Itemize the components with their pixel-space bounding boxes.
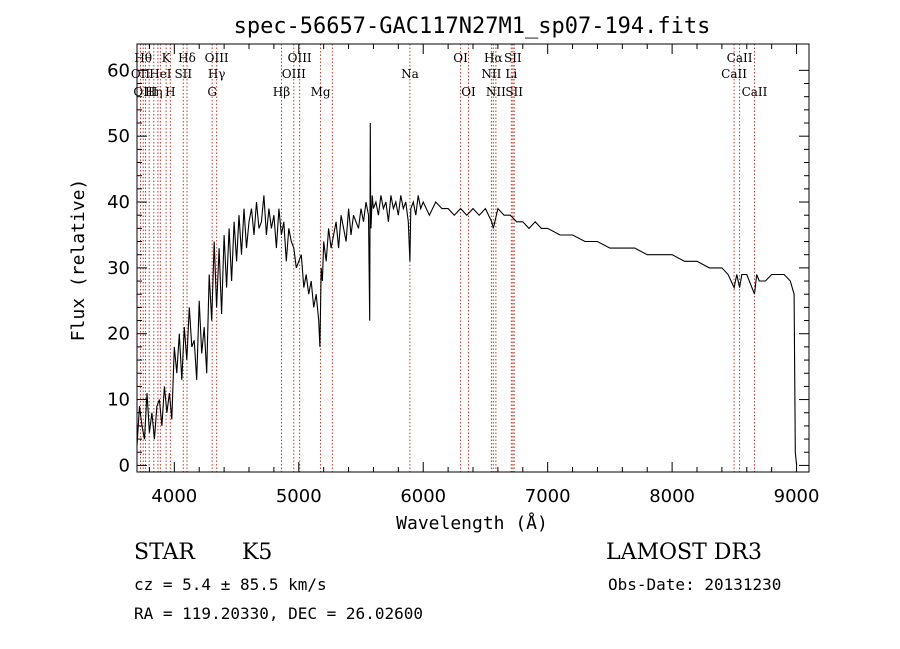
object-class: STAR	[134, 540, 195, 565]
line-label: Na	[401, 67, 419, 81]
redshift-value: cz = 5.4 ± 85.5 km/s	[134, 575, 327, 594]
spectrum-series	[136, 122, 798, 466]
chart-title: spec-56657-GAC117N27M1_sp07-194.fits	[234, 14, 711, 39]
line-label: CaII	[721, 67, 747, 81]
line-label: G	[207, 85, 217, 99]
x-tick-label: 4000	[151, 486, 197, 507]
x-axis-label: Wavelength (Å)	[396, 512, 548, 534]
line-label: Hθ	[134, 51, 152, 65]
plot-frame	[136, 43, 810, 473]
x-axis-ticks: 4000 5000 6000 7000 8000 9000	[148, 44, 820, 507]
line-label: Mg	[311, 85, 331, 99]
y-tick-label: 10	[107, 390, 130, 411]
line-label: NII	[481, 67, 501, 81]
line-label: Hη	[145, 85, 163, 99]
line-label: CaII	[727, 51, 753, 65]
line-label: Hβ	[273, 85, 290, 99]
line-label: OI	[453, 51, 468, 65]
y-tick-label: 20	[107, 324, 130, 345]
y-tick-label: 40	[107, 192, 130, 213]
line-label: Hα	[484, 51, 503, 65]
line-label: SII	[174, 67, 192, 81]
coordinates: RA = 119.20330, DEC = 26.02600	[134, 604, 423, 623]
line-label: Li	[505, 67, 517, 81]
x-tick-label: 6000	[400, 486, 446, 507]
line-label: OIII	[133, 85, 157, 99]
line-label: Hδ	[178, 51, 196, 65]
line-label: CaII	[742, 85, 768, 99]
observation-date: Obs-Date: 20131230	[608, 575, 782, 594]
x-tick-label: 5000	[276, 486, 322, 507]
line-label: H	[165, 85, 175, 99]
object-subclass: K5	[242, 540, 273, 565]
survey-name: LAMOST DR3	[606, 540, 762, 565]
line-label: K	[162, 51, 172, 65]
y-tick-label: 60	[107, 60, 130, 81]
line-label: OIII	[205, 51, 229, 65]
x-tick-label: 8000	[649, 486, 695, 507]
line-label: SII	[505, 85, 523, 99]
line-label: OII	[131, 67, 151, 81]
y-tick-label: 30	[107, 258, 130, 279]
x-tick-label: 9000	[774, 486, 820, 507]
y-axis-ticks: 0 10 20 30 40 50 60	[107, 60, 809, 476]
y-tick-label: 0	[119, 455, 130, 476]
line-markers	[139, 44, 755, 472]
line-label: NII	[486, 85, 506, 99]
line-label: SII	[504, 51, 522, 65]
y-axis-label: Flux (relative)	[68, 179, 89, 342]
spectrum-line	[136, 122, 798, 466]
line-label: OIII	[282, 67, 306, 81]
line-label: OIII	[288, 51, 312, 65]
line-label: HeI	[149, 67, 172, 81]
y-tick-label: 50	[107, 126, 130, 147]
line-label: Hγ	[208, 67, 226, 81]
x-tick-label: 7000	[525, 486, 571, 507]
line-label: OI	[461, 85, 476, 99]
